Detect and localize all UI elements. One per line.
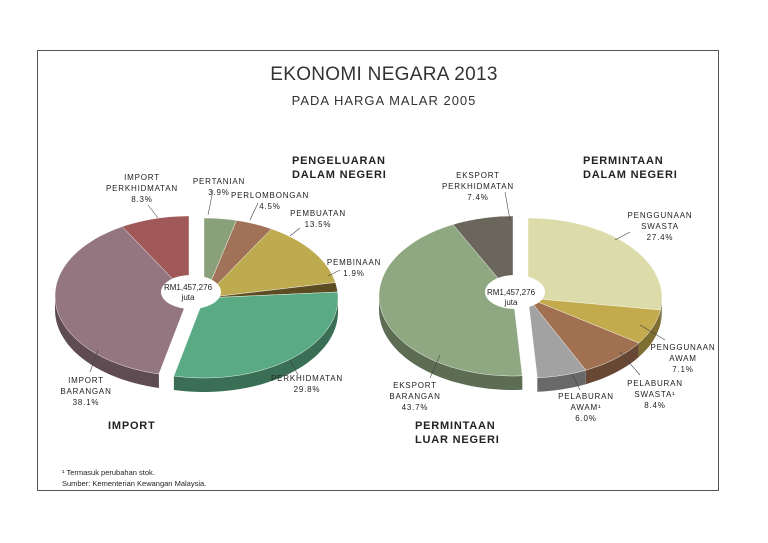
pie-side-pelaburan-swasta- [585,343,639,385]
group-permintaan-luar-negeri: PERMINTAAN LUAR NEGERI [415,420,500,446]
pie-slice-perkhidmatan [173,291,339,379]
label-import-barangan: IMPORT BARANGAN 38.1% [60,376,112,407]
leader-line [327,269,341,277]
label-eksport-barangan: EKSPORT BARANGAN 43.7% [389,381,441,412]
source-note: Sumber: Kementerian Kewangan Malaysia. [62,479,207,488]
pie-slice-import-perkhidmatan [121,215,190,297]
label-penggunaan-swasta: PENGGUNAAN SWASTA 27.4% [627,211,693,242]
group-pengeluaran-dalam-negeri: PENGELUARAN DALAM NEGERI [292,155,387,181]
label-eksport-perkhidmatan: EKSPORT PERKHIDMATAN 7.4% [442,171,514,202]
pie-slice-import-barangan [54,226,190,375]
chart-subtitle: PADA HARGA MALAR 2005 [291,93,477,108]
pie-slice-eksport-barangan [378,224,523,377]
leader-line [89,349,99,373]
pie-center-hole [485,275,545,309]
label-perkhidmatan: PERKHIDMATAN 29.8% [271,374,343,394]
pie-side-perkhidmatan [173,298,338,392]
label-pertanian: PERTANIAN 3.9% [192,177,246,197]
label-pelaburan-awam: PELABURAN AWAM¹ 6.0% [558,392,614,423]
group-permintaan-dalam-negeri: PERMINTAAN DALAM NEGERI [583,155,678,181]
leader-line [571,373,581,391]
pie-center-hole [161,275,221,309]
label-import-perkhidmatan: IMPORT PERKHIDMATAN 8.3% [106,173,178,204]
leader-line [504,191,511,221]
chart-title: EKONOMI NEGARA 2013 [270,64,498,85]
pie-side-pelaburan-awam- [537,370,586,392]
pie-side-eksport-barangan [379,296,523,390]
leader-line [147,204,159,219]
pie-side-import-barangan [55,296,159,388]
label-pembuatan: PEMBUATAN 13.5% [290,209,346,229]
pie-slice-pelaburan-swasta- [527,297,640,371]
pie-slice-penggunaan-awam [527,297,661,344]
pie-slice-perlombongan [203,220,272,299]
label-pembinaan: PEMBINAAN 1.9% [326,258,382,278]
leader-line [207,189,214,216]
label-penggunaan-awam: PENGGUNAAN AWAM 7.1% [650,343,716,374]
leader-line [429,354,441,379]
leader-line [639,324,666,341]
label-perlombongan: PERLOMBONGAN 4.5% [230,191,310,211]
leader-line [249,202,259,221]
center-label-right: RM1,457,276 juta [486,288,536,307]
leader-line [614,231,631,241]
pie-slice-eksport-perkhidmatan [452,215,514,297]
footnote: ¹ Termasuk perubahan stok. [62,468,155,477]
pie-slice-pelaburan-awam- [527,297,587,379]
pie-slice-penggunaan-swasta [527,217,663,311]
group-import: IMPORT [108,420,156,432]
pie-side-penggunaan-awam [638,310,661,357]
center-label-left: RM1,457,276 juta [163,283,213,302]
leader-line [289,227,301,237]
leader-line [289,359,299,376]
leader-line [619,351,641,376]
pie-slice-pertanian [203,217,237,299]
label-pelaburan-swasta: PELABURAN SWASTA¹ 8.4% [627,379,683,410]
chart-frame [37,50,719,491]
